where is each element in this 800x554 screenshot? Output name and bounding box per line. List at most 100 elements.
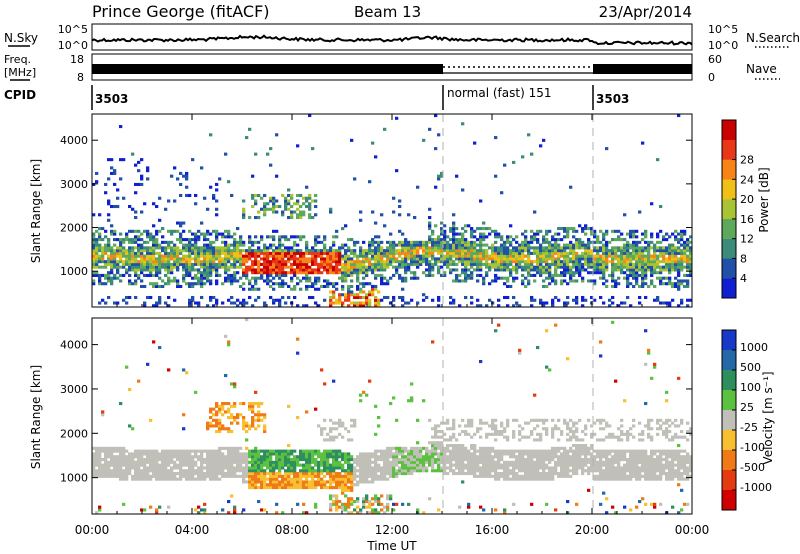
heatmap-cell xyxy=(155,458,159,462)
heatmap-cell xyxy=(377,497,381,501)
heatmap-cell xyxy=(206,257,210,261)
heatmap-cell xyxy=(158,295,162,300)
heatmap-cell xyxy=(317,460,321,464)
heatmap-cell xyxy=(632,254,636,258)
heatmap-cell xyxy=(131,477,135,481)
heatmap-cell xyxy=(518,254,522,258)
heatmap-cell xyxy=(299,216,303,220)
heatmap-cell xyxy=(212,295,216,300)
freq-label-2: [MHz] xyxy=(4,66,36,79)
heatmap-cell xyxy=(320,257,324,261)
heatmap-cell xyxy=(110,262,114,266)
heatmap-cell xyxy=(338,460,342,464)
heatmap-cell xyxy=(335,282,339,286)
heatmap-cell xyxy=(362,469,366,473)
heatmap-cell xyxy=(302,235,306,239)
heatmap-cell xyxy=(209,185,213,189)
heatmap-cell xyxy=(608,298,612,302)
heatmap-cell xyxy=(458,455,462,459)
heatmap-cell xyxy=(167,469,171,473)
heatmap-cell xyxy=(680,268,684,272)
heatmap-cell xyxy=(173,279,177,283)
heatmap-cell xyxy=(605,257,609,261)
heatmap-cell xyxy=(251,421,255,425)
heatmap-cell xyxy=(473,455,477,459)
heatmap-cell xyxy=(383,260,387,264)
heatmap-cell xyxy=(464,243,468,247)
heatmap-cell xyxy=(227,449,231,453)
heatmap-cell xyxy=(362,458,366,462)
heatmap-cell xyxy=(173,243,177,247)
heatmap-cell xyxy=(305,452,309,456)
heatmap-cell xyxy=(401,295,405,300)
heatmap-cell xyxy=(371,238,375,242)
heatmap-cell xyxy=(212,413,216,417)
heatmap-cell xyxy=(206,262,210,266)
heatmap-cell xyxy=(377,304,381,308)
heatmap-cell xyxy=(113,466,117,470)
heatmap-cell xyxy=(350,477,354,481)
heatmap-cell xyxy=(182,452,186,456)
heatmap-cell xyxy=(284,202,288,206)
heatmap-cell xyxy=(314,287,318,291)
heatmap-cell xyxy=(287,193,291,198)
heatmap-cell xyxy=(620,232,624,236)
heatmap-cell xyxy=(251,193,255,198)
heatmap-cell xyxy=(239,238,243,242)
heatmap-cell xyxy=(155,243,159,247)
heatmap-cell xyxy=(269,477,273,481)
heatmap-cell xyxy=(629,282,633,286)
heatmap-cell xyxy=(623,246,627,250)
heatmap-cell xyxy=(167,229,171,233)
heatmap-cell xyxy=(257,472,261,476)
heatmap-cell xyxy=(329,463,333,467)
heatmap-cell xyxy=(242,268,246,272)
heatmap-cell xyxy=(311,480,315,484)
heatmap-cell xyxy=(677,246,681,250)
heatmap-cell xyxy=(272,210,276,214)
heatmap-cell xyxy=(278,474,282,478)
heatmap-cell xyxy=(464,279,468,283)
heatmap-cell xyxy=(470,265,474,269)
heatmap-cell xyxy=(263,455,267,459)
heatmap-cell xyxy=(554,262,558,266)
heatmap-cell xyxy=(287,249,291,253)
heatmap-cell xyxy=(239,254,243,258)
heatmap-cell xyxy=(284,460,288,464)
heatmap-cell xyxy=(563,262,567,266)
heatmap-cell xyxy=(149,418,153,422)
heatmap-cell xyxy=(581,304,585,308)
heatmap-cell xyxy=(623,260,627,264)
heatmap-cell xyxy=(359,511,363,515)
heatmap-cell xyxy=(251,265,255,269)
heatmap-cell xyxy=(350,486,354,490)
heatmap-cell xyxy=(209,410,213,414)
heatmap-cell xyxy=(635,257,639,261)
heatmap-cell xyxy=(341,508,345,512)
heatmap-cell xyxy=(410,396,414,400)
heatmap-cell xyxy=(224,374,228,378)
heatmap-cell xyxy=(101,254,105,258)
heatmap-cell xyxy=(407,463,411,467)
heatmap-cell xyxy=(383,249,387,253)
heatmap-cell xyxy=(563,260,567,264)
heatmap-cell xyxy=(302,271,306,275)
heatmap-cell xyxy=(170,477,174,481)
heatmap-cell xyxy=(128,295,132,300)
heatmap-cell xyxy=(113,276,117,280)
heatmap-cell xyxy=(344,494,348,498)
heatmap-cell xyxy=(587,265,591,269)
heatmap-cell xyxy=(554,260,558,264)
heatmap-cell xyxy=(194,254,198,258)
heatmap-cell xyxy=(272,474,276,478)
heatmap-cell xyxy=(254,477,258,481)
heatmap-cell xyxy=(176,251,180,255)
heatmap-cell xyxy=(323,249,327,253)
heatmap-cell xyxy=(521,260,525,264)
heatmap-cell xyxy=(569,246,573,250)
heatmap-cell xyxy=(383,460,387,464)
heatmap-cell xyxy=(242,207,246,211)
heatmap-cell xyxy=(371,243,375,247)
heatmap-cell xyxy=(449,254,453,258)
